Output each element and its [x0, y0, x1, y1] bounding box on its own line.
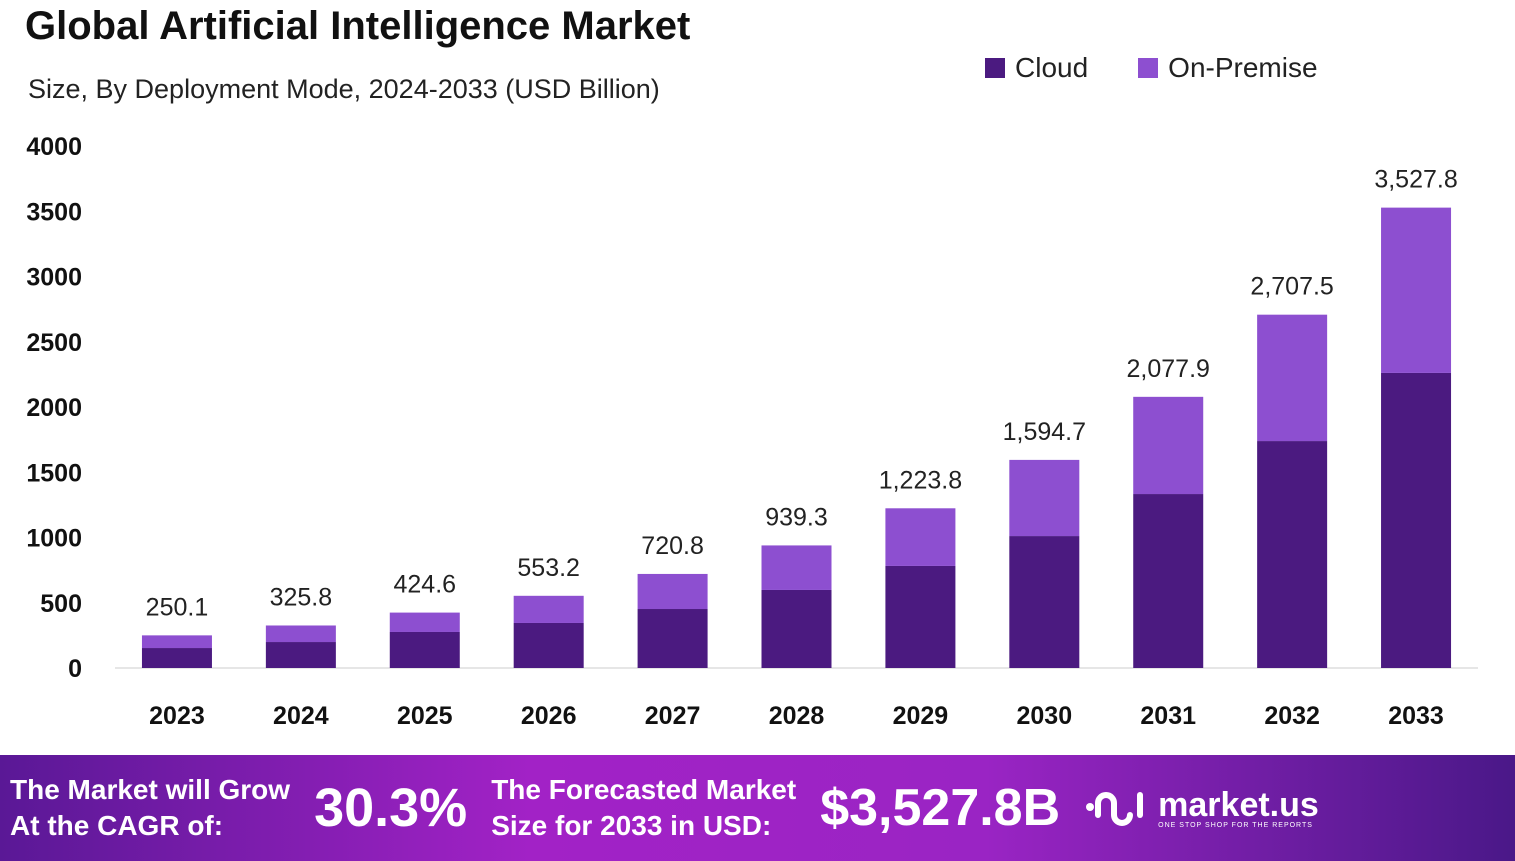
- data-label-total: 424.6: [393, 571, 456, 599]
- bar-on-premise-2029: [885, 508, 956, 566]
- bar-cloud-2033: [1381, 372, 1452, 668]
- y-tick-label: 3500: [26, 198, 82, 226]
- bar-cloud-2027: [637, 609, 708, 668]
- y-tick-label: 1500: [26, 459, 82, 487]
- bar-cloud-2025: [389, 631, 460, 668]
- cagr-value: 30.3%: [314, 778, 468, 838]
- legend-swatch-cloud: [985, 58, 1005, 78]
- bar-on-premise-2024: [265, 625, 336, 643]
- bar-on-premise-2026: [513, 595, 584, 623]
- cagr-label: The Market will Grow At the CAGR of:: [10, 772, 290, 844]
- forecast-label-line: Size for 2033 in USD:: [491, 810, 772, 841]
- brand-tagline: ONE STOP SHOP FOR THE REPORTS: [1158, 821, 1313, 829]
- bar-cloud-2030: [1009, 536, 1080, 668]
- data-label-total: 2,707.5: [1250, 273, 1333, 301]
- x-tick-label: 2031: [1140, 702, 1196, 730]
- x-tick-label: 2024: [273, 702, 329, 730]
- bar-on-premise-2028: [761, 545, 832, 590]
- bar-cloud-2031: [1133, 494, 1204, 668]
- data-label-total: 2,077.9: [1127, 355, 1210, 383]
- chart-title: Global Artificial Intelligence Market: [25, 4, 691, 48]
- y-tick-label: 4000: [26, 133, 82, 161]
- bar-cloud-2029: [885, 565, 956, 668]
- bar-on-premise-2027: [637, 573, 708, 610]
- data-label-total: 1,223.8: [879, 466, 962, 494]
- x-tick-label: 2027: [645, 702, 701, 730]
- bar-cloud-2032: [1257, 441, 1328, 668]
- x-tick-label: 2026: [521, 702, 577, 730]
- legend-item-on-premise: On-Premise: [1138, 52, 1318, 84]
- data-label-total: 553.2: [517, 554, 580, 582]
- cagr-label-line: The Market will Grow: [10, 774, 291, 805]
- bar-on-premise-2031: [1133, 396, 1204, 495]
- footer-banner: The Market will Grow At the CAGR of: 30.3…: [0, 755, 1515, 861]
- bar-on-premise-2023: [141, 635, 212, 649]
- data-label-total: 939.3: [765, 503, 828, 531]
- brand-name: market.us: [1158, 785, 1319, 824]
- bar-cloud-2024: [265, 642, 336, 668]
- data-label-total: 3,527.8: [1374, 166, 1457, 194]
- forecast-label: The Forecasted Market Size for 2033 in US…: [491, 772, 796, 844]
- x-tick-label: 2029: [893, 702, 949, 730]
- x-tick-label: 2028: [769, 702, 825, 730]
- bar-on-premise-2030: [1009, 459, 1080, 537]
- y-tick-label: 500: [40, 590, 82, 618]
- x-tick-label: 2032: [1264, 702, 1320, 730]
- x-tick-label: 2033: [1388, 702, 1444, 730]
- legend-label: Cloud: [1015, 52, 1089, 83]
- bar-on-premise-2032: [1257, 314, 1328, 442]
- bar-cloud-2026: [513, 622, 584, 668]
- bar-on-premise-2025: [389, 612, 460, 632]
- stacked-bar-chart: 0 500 1000 1500 2000 2500 3000 3500 4000 250.1 202…: [26, 133, 1478, 730]
- legend-swatch-on-premise: [1138, 58, 1159, 78]
- bar-cloud-2028: [761, 589, 832, 668]
- x-tick-label: 2030: [1017, 702, 1073, 730]
- data-label-total: 720.8: [641, 532, 704, 560]
- forecast-value: $3,527.8B: [820, 779, 1061, 837]
- bar-on-premise-2033: [1381, 207, 1452, 373]
- y-tick-label: 2500: [26, 329, 82, 357]
- y-tick-label: 3000: [26, 264, 82, 292]
- legend-label: On-Premise: [1168, 52, 1318, 83]
- x-tick-label: 2023: [149, 702, 205, 730]
- legend: Cloud On-Premise: [985, 52, 1318, 84]
- data-label-total: 250.1: [146, 593, 209, 621]
- data-label-total: 325.8: [270, 583, 333, 611]
- brand-logo-icon: [1086, 792, 1144, 826]
- y-tick-label: 0: [68, 655, 82, 683]
- data-label-total: 1,594.7: [1003, 418, 1086, 446]
- chart-subtitle: Size, By Deployment Mode, 2024-2033 (USD…: [28, 74, 660, 104]
- x-tick-label: 2025: [397, 702, 453, 730]
- bar-cloud-2023: [141, 648, 212, 668]
- legend-item-cloud: Cloud: [985, 52, 1088, 84]
- y-tick-label: 1000: [26, 525, 82, 553]
- forecast-label-line: The Forecasted Market: [491, 774, 797, 805]
- cagr-label-line: At the CAGR of:: [10, 810, 224, 841]
- brand-logo: market.us ONE STOP SHOP FOR THE REPORTS: [1084, 785, 1319, 831]
- y-tick-label: 2000: [26, 394, 82, 422]
